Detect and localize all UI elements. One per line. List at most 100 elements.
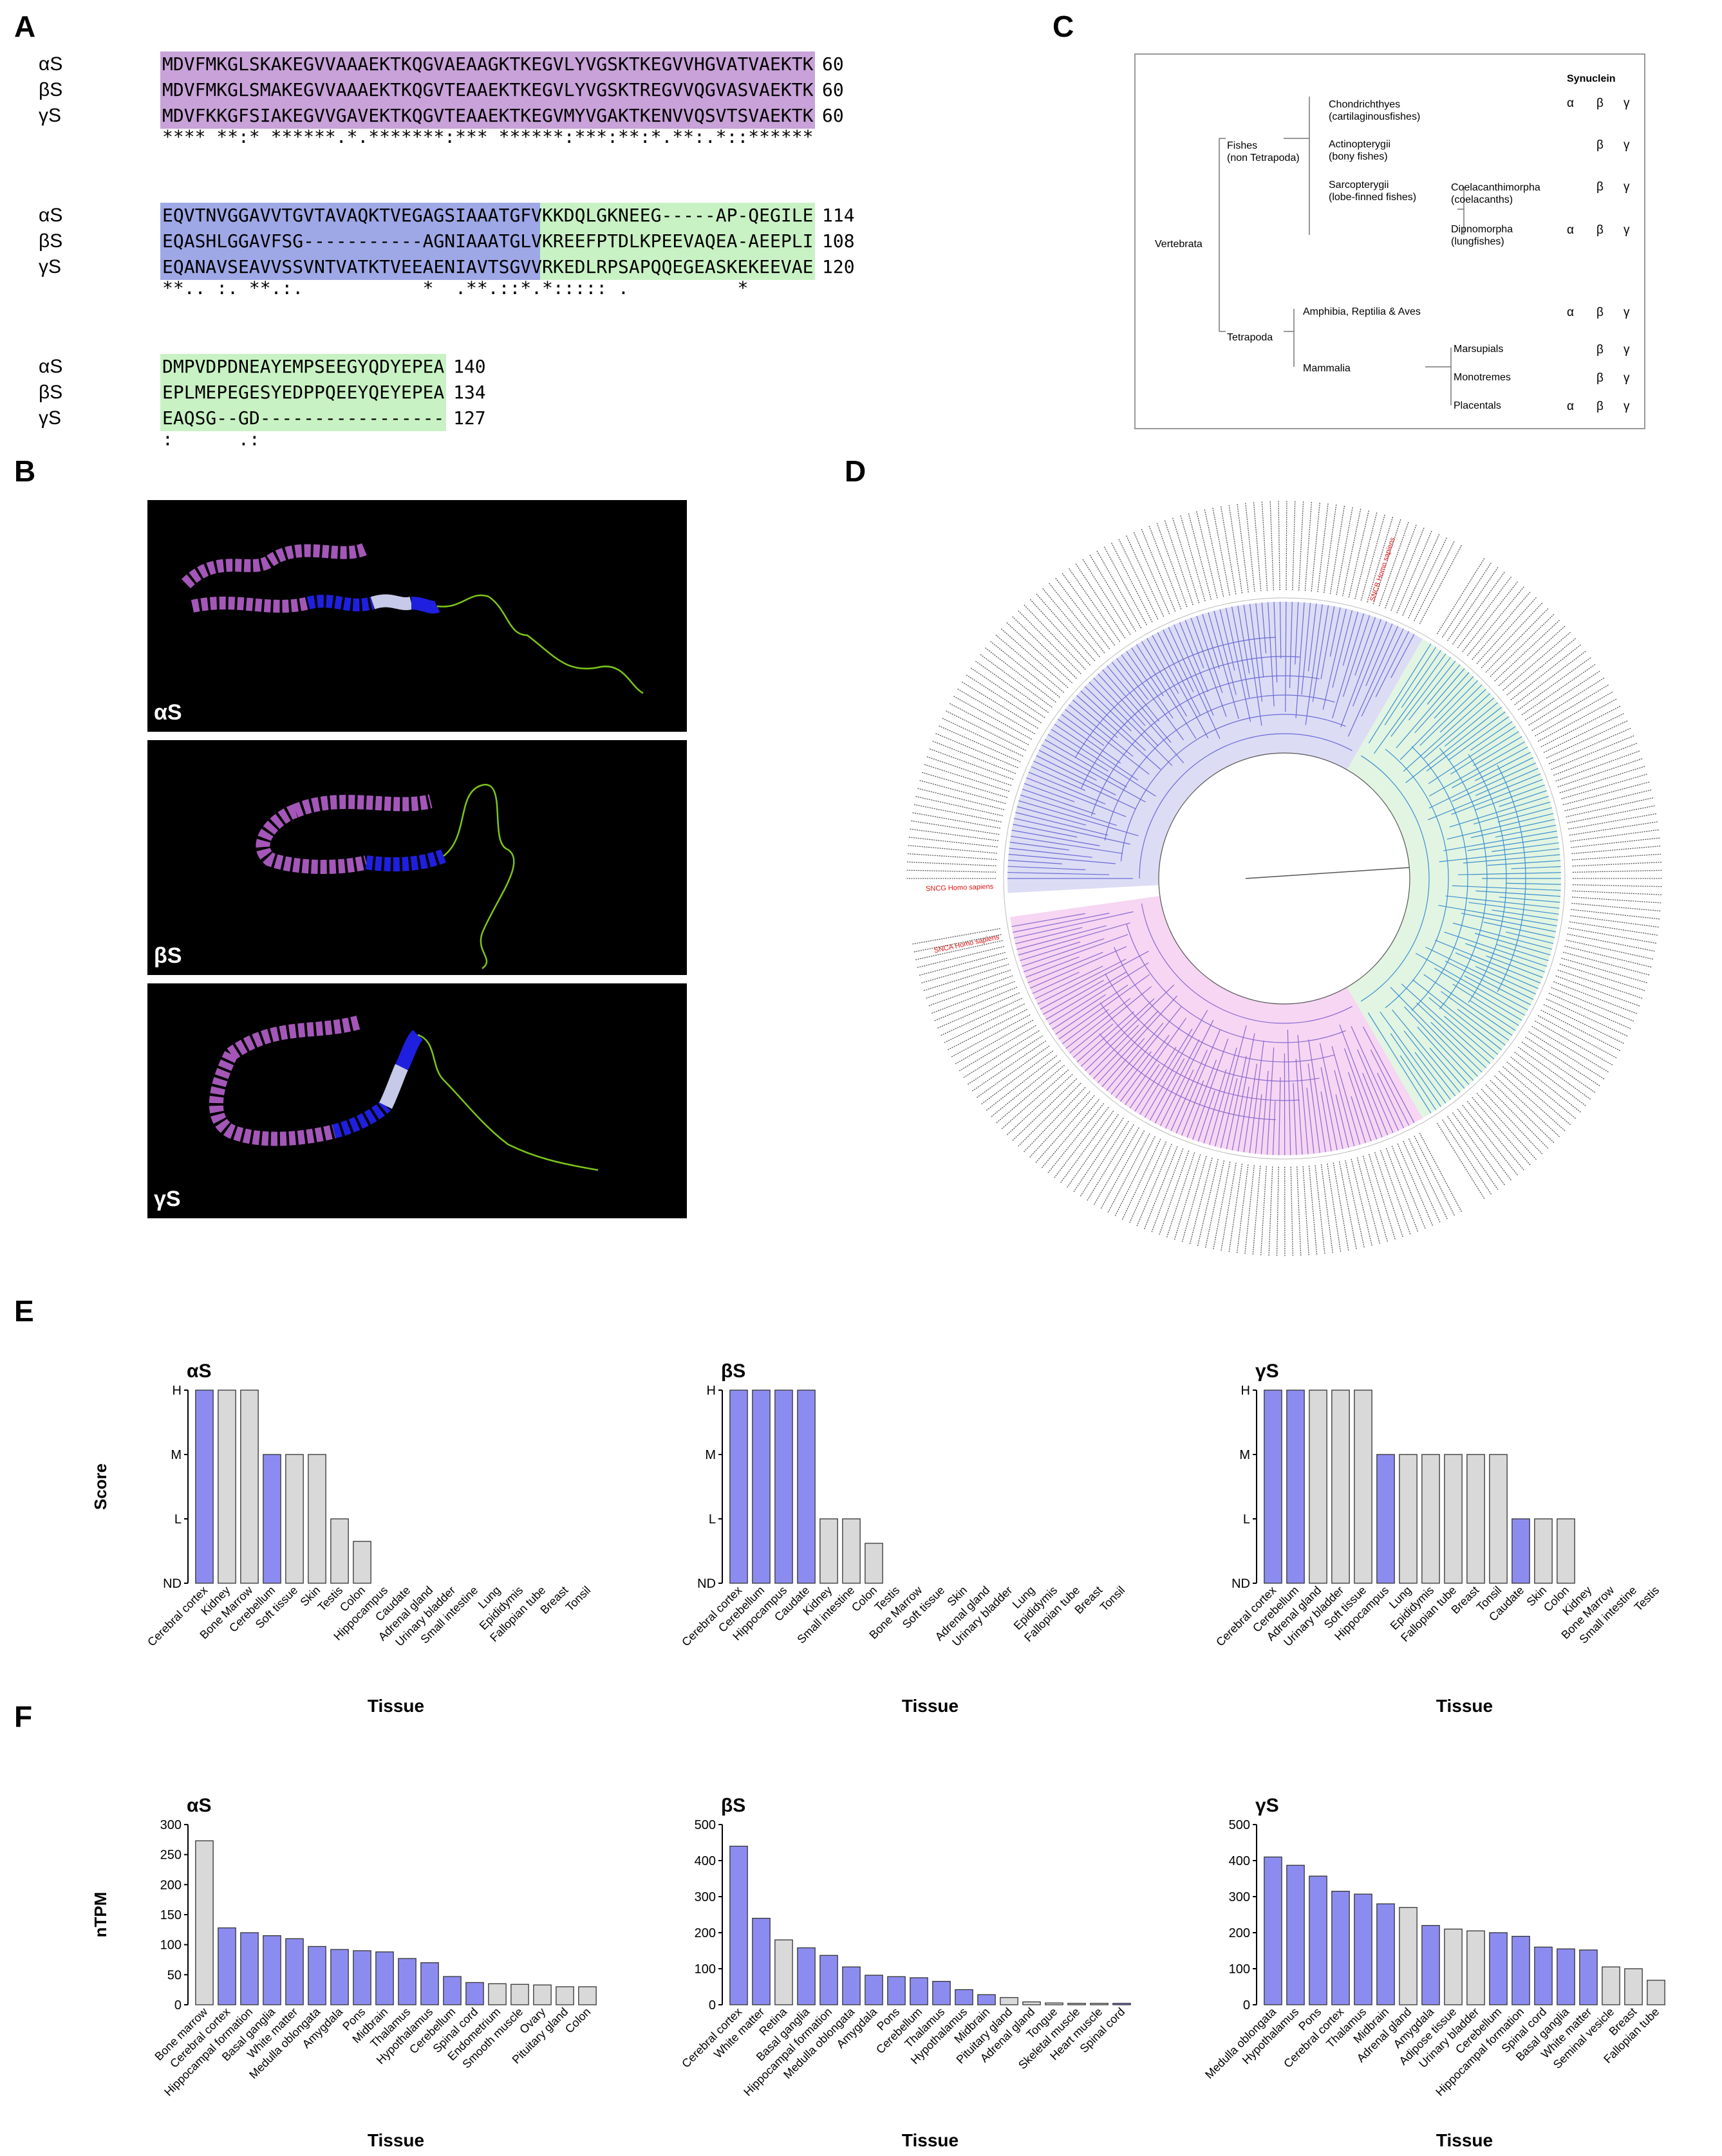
bar [1399, 1908, 1417, 2005]
tree-leaf-label [1261, 1166, 1267, 1256]
tree-leaf-label [938, 725, 1020, 762]
tree-leaf-label [923, 964, 1009, 991]
tree-leaf-label [1018, 1083, 1081, 1147]
tree-leaf-label [1115, 1137, 1156, 1217]
tree-leaf-label [1486, 1084, 1549, 1149]
synuclein-presence-mark: α [1567, 306, 1574, 320]
x-axis-label: Tissue [1436, 1696, 1493, 1716]
tree-highlighted-species-label: SNCG Homo sapiens [926, 883, 994, 893]
tree-leaf-label [1309, 1166, 1317, 1255]
y-tick-label: 200 [1229, 1926, 1250, 1940]
bar [308, 1454, 326, 1583]
x-tick-label: Cerebral cortex [145, 1584, 210, 1649]
tree-leaf-label [949, 703, 1029, 745]
tree-leaf-label [1568, 928, 1657, 943]
coelacanthimorpha-label: Coelacanthimorpha (coelacanths) [1451, 181, 1540, 206]
y-tick-label: H [173, 1384, 182, 1398]
alignment-sequence: EPLMEPEGESYEDPPQEEYQEYEPEA [162, 380, 444, 405]
tree-leaf-label [1573, 870, 1663, 872]
synuclein-presence-mark: β [1596, 97, 1604, 111]
synuclein-presence-mark: β [1596, 223, 1604, 237]
structure-alpha: αS [147, 500, 687, 732]
tree-leaf-label [1311, 502, 1320, 591]
structure-gamma-label: γS [154, 1187, 181, 1212]
alignment-residue-count: 114 [822, 203, 855, 228]
synuclein-presence-mark: γ [1624, 180, 1630, 194]
bar [1557, 1519, 1575, 1583]
synuclein-presence-mark: β [1596, 371, 1604, 386]
tree-leaf-label [926, 756, 1011, 785]
y-tick-label: M [1239, 1448, 1250, 1462]
tree-leaf-label [1012, 1079, 1077, 1141]
tree-leaf-label [996, 1065, 1065, 1124]
tree-leaf-label [1551, 987, 1635, 1021]
tree-leaf-label [1419, 544, 1462, 624]
structure-beta: βS [147, 740, 687, 975]
bar [1512, 1519, 1530, 1583]
tree-leaf-label [1321, 1164, 1333, 1254]
bar [398, 1958, 416, 2005]
structure-gamma: γS [147, 983, 687, 1218]
panel-label-a: A [14, 9, 35, 44]
tree-leaf-label [1448, 566, 1499, 640]
panel-label-b: B [14, 454, 35, 488]
bar [376, 1952, 393, 2005]
bar [753, 1919, 770, 2005]
alignment-row-name: γS [39, 254, 97, 280]
bar [798, 1390, 815, 1583]
bar [1490, 1454, 1507, 1583]
y-tick-label: L [709, 1512, 716, 1527]
tree-leaf-label [1172, 517, 1199, 603]
tree-leaf-label [1437, 1123, 1484, 1200]
x-axis-label: Tissue [368, 1696, 424, 1716]
bar [1354, 1894, 1372, 2005]
tree-leaf-label [1486, 608, 1549, 672]
y-tick-label: M [171, 1448, 182, 1462]
x-tick-label: Tonsil [1098, 1584, 1128, 1614]
bar [1068, 2003, 1085, 2005]
y-tick-label: 400 [1229, 1854, 1250, 1868]
alignment-sequence: MDVFMKGLSMAKEGVVAAAEKTKQGVTEAAEKTKEGVLYV… [162, 77, 813, 103]
alignment-sequence: EQANAVSEAVVSSVNTVATKTVEEAENIAVTSGVVRKEDL… [162, 254, 813, 280]
tree-leaf-label [937, 993, 1020, 1028]
alignment-consensus: **.. :. **.:. * .**.::*.*::::: . * [39, 280, 991, 299]
tree-leaf-label [1141, 528, 1175, 612]
tree-leaf-label [1041, 1099, 1099, 1168]
tree-leaf-label [1477, 597, 1537, 664]
bar [1045, 2003, 1063, 2005]
tree-leaf-label [1499, 626, 1566, 686]
taxonomy-table: Synuclein Vertebrata Fishes (non Tetrapo… [1134, 53, 1645, 429]
bar [286, 1454, 303, 1583]
alignment-sequence: EQASHLGGAVFSG-----------AGNIAAATGLVKREEF… [162, 228, 813, 254]
tree-leaf-label [1499, 1072, 1566, 1132]
tree-inner-ring [1159, 753, 1410, 1004]
tree-leaf-label [1414, 1136, 1455, 1216]
alignment-residue-count: 120 [822, 254, 855, 280]
alignment-row-name: γS [39, 103, 97, 129]
tree-leaf-label [1558, 970, 1643, 998]
tree-leaf-label [1490, 613, 1555, 676]
tree-leaf-label [1333, 1162, 1349, 1251]
tree-leaf-label [1129, 1142, 1166, 1224]
tree-leaf-label [1118, 538, 1157, 619]
tree-leaf-label [1069, 568, 1120, 642]
tree-leaf-label [1546, 720, 1628, 757]
bar [1422, 1926, 1439, 2005]
y-tick-label: 200 [160, 1878, 182, 1892]
bar [1377, 1904, 1394, 2005]
alignment-residue-count: 108 [822, 228, 855, 254]
tree-leaf-label [1253, 1166, 1260, 1256]
tree-leaf-label [1286, 500, 1287, 590]
bar [1557, 1949, 1575, 2005]
bar [775, 1940, 792, 2005]
y-tick-label: H [1241, 1384, 1250, 1398]
bar [1000, 1998, 1018, 2005]
structure-beta-render [147, 740, 687, 975]
